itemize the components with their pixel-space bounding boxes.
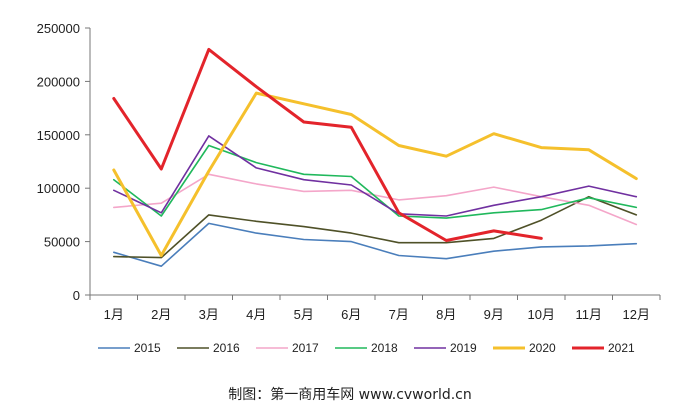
legend-label-2018: 2018 <box>371 341 398 355</box>
series-line-2020 <box>112 91 638 257</box>
x-tick-label: 12月 <box>623 307 650 322</box>
legend-label-2015: 2015 <box>134 341 161 355</box>
legend-label-2017: 2017 <box>292 341 319 355</box>
y-tick-label: 150000 <box>37 128 80 143</box>
legend-label-2016: 2016 <box>213 341 240 355</box>
y-tick-label: 0 <box>73 288 80 303</box>
series-line-2019 <box>113 135 638 217</box>
series-lines <box>112 47 638 268</box>
source-caption: 制图：第一商用车网 www.cvworld.cn <box>228 387 472 403</box>
axes <box>85 27 661 300</box>
series-line-2017 <box>113 173 638 226</box>
x-tick-label: 1月 <box>104 307 124 322</box>
legend-label-2020: 2020 <box>529 341 556 355</box>
series-line-2021 <box>112 47 543 242</box>
x-tick-label: 11月 <box>576 307 603 322</box>
x-tick-label: 7月 <box>389 307 409 322</box>
x-tick-label: 2月 <box>151 307 171 322</box>
x-tick-label: 4月 <box>246 307 266 322</box>
legend: 2015 2016 2017 2018 2019 2020 2021 <box>98 341 635 355</box>
x-tick-labels: 1月 2月 3月 4月 5月 6月 7月 8月 9月 10月 11月 12月 <box>104 307 650 322</box>
y-tick-label: 200000 <box>37 74 80 89</box>
x-tick-label: 8月 <box>436 307 456 322</box>
y-tick-labels: 0 50000 100000 150000 200000 250000 <box>37 21 80 303</box>
line-chart: 0 50000 100000 150000 200000 250000 1月 2月 3月 4月 5… <box>37 21 661 355</box>
series-line-2015 <box>113 222 638 268</box>
series-line-2016 <box>113 195 638 259</box>
series-line-2018 <box>113 144 638 219</box>
legend-label-2021: 2021 <box>608 341 635 355</box>
y-tick-label: 250000 <box>37 21 80 36</box>
y-tick-label: 50000 <box>44 235 80 250</box>
legend-label-2019: 2019 <box>450 341 477 355</box>
x-tick-label: 5月 <box>294 307 314 322</box>
x-tick-label: 10月 <box>528 307 555 322</box>
x-tick-label: 6月 <box>341 307 361 322</box>
x-tick-label: 3月 <box>199 307 219 322</box>
x-tick-label: 9月 <box>484 307 504 322</box>
y-tick-label: 100000 <box>37 181 80 196</box>
